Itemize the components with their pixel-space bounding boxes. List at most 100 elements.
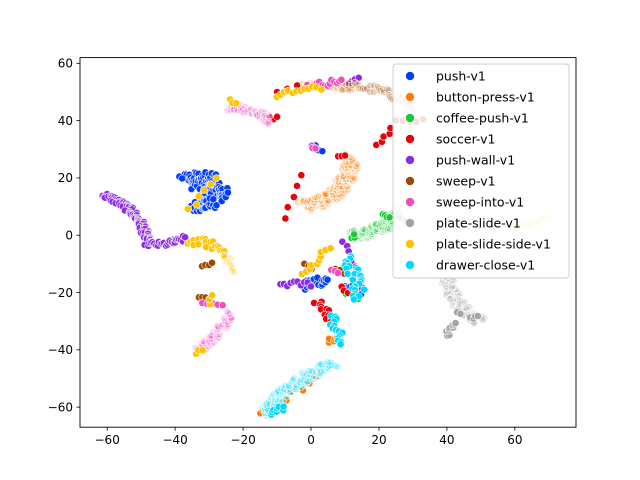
- data-point: [279, 402, 288, 411]
- axes-frame: [79, 57, 577, 428]
- legend-marker: [405, 197, 415, 207]
- legend-item: soccer-v1: [405, 132, 495, 147]
- data-point: [343, 269, 352, 278]
- data-point: [333, 363, 342, 371]
- legend-label: push-wall-v1: [436, 153, 515, 168]
- data-point: [212, 201, 221, 210]
- legend-item: plate-slide-v1: [405, 216, 521, 231]
- data-point: [218, 301, 227, 310]
- legend-label: coffee-push-v1: [436, 111, 529, 126]
- data-point: [230, 268, 239, 276]
- data-point: [350, 295, 358, 304]
- data-point: [208, 291, 217, 300]
- legend-label: button-press-v1: [436, 90, 535, 105]
- legend: push-v1 button-press-v1 coffee-push-v1 socc…: [392, 63, 570, 279]
- data-point: [357, 84, 365, 93]
- data-point: [192, 200, 201, 209]
- data-point: [228, 266, 236, 275]
- data-point: [297, 171, 306, 180]
- legend-label: drawer-close-v1: [436, 258, 535, 273]
- data-point: [326, 244, 335, 253]
- legend-label: sweep-into-v1: [436, 195, 524, 210]
- legend-item: push-v1: [405, 69, 486, 84]
- legend-item: button-press-v1: [405, 90, 535, 105]
- data-point: [208, 258, 216, 267]
- data-point: [348, 275, 357, 284]
- data-point: [206, 180, 215, 189]
- y-tick-label: 20: [58, 171, 73, 185]
- data-point: [264, 120, 273, 129]
- legend-item: sweep-v1: [405, 174, 496, 189]
- series-push-wall-v1: [98, 73, 363, 291]
- data-point: [447, 292, 456, 301]
- data-point: [366, 81, 375, 90]
- data-point: [303, 196, 312, 205]
- data-point: [311, 144, 320, 153]
- legend-marker: [405, 71, 415, 81]
- legend-label: soccer-v1: [436, 132, 495, 147]
- legend-label: plate-slide-v1: [436, 216, 521, 231]
- data-point: [323, 358, 332, 367]
- data-point: [322, 190, 331, 199]
- data-point: [183, 205, 192, 213]
- data-point: [198, 346, 207, 355]
- data-point: [350, 230, 359, 239]
- data-point: [317, 85, 326, 94]
- data-point: [336, 340, 345, 349]
- data-point: [385, 213, 394, 222]
- x-tick-label: 40: [439, 433, 454, 447]
- data-point: [224, 188, 232, 197]
- data-point: [456, 309, 465, 318]
- legend-label: plate-slide-side-v1: [436, 237, 551, 252]
- legend-item: sweep-into-v1: [405, 195, 524, 210]
- x-tick-label: −40: [162, 433, 187, 447]
- x-tick-label: 60: [507, 433, 522, 447]
- data-point: [348, 155, 357, 164]
- legend-box: [392, 63, 570, 279]
- data-point: [338, 85, 347, 94]
- data-point: [283, 203, 292, 212]
- x-tick-label: −20: [230, 433, 255, 447]
- data-point: [200, 186, 208, 194]
- legend-items: push-v1 button-press-v1 coffee-push-v1 socc…: [405, 69, 551, 273]
- data-point: [293, 182, 301, 190]
- y-tick-label: −40: [48, 343, 73, 357]
- data-point: [341, 151, 349, 160]
- data-point: [341, 187, 350, 196]
- data-point: [354, 80, 363, 89]
- legend-marker: [405, 113, 415, 123]
- x-axis: −60 −40 −20 0 20 40 60: [95, 427, 522, 447]
- data-point: [338, 237, 347, 246]
- data-point: [178, 174, 187, 183]
- data-point: [337, 75, 346, 84]
- data-point: [209, 195, 218, 204]
- legend-marker: [405, 134, 415, 144]
- y-tick-label: 40: [58, 114, 73, 128]
- x-tick-label: −60: [95, 433, 120, 447]
- data-point: [304, 367, 313, 375]
- data-point: [225, 310, 234, 318]
- legend-marker: [405, 155, 415, 165]
- data-point: [294, 198, 302, 207]
- data-point: [289, 193, 298, 201]
- data-point: [365, 88, 374, 96]
- data-point: [323, 275, 332, 284]
- data-point: [281, 214, 290, 223]
- data-point: [223, 307, 232, 316]
- data-point: [282, 392, 291, 401]
- data-point: [194, 192, 203, 201]
- legend-marker: [405, 239, 415, 249]
- legend-item: push-wall-v1: [405, 153, 515, 168]
- y-tick-label: −60: [48, 400, 73, 414]
- data-point: [331, 361, 339, 370]
- x-tick-label: 0: [307, 433, 315, 447]
- data-point: [451, 319, 460, 327]
- data-point: [349, 173, 358, 182]
- legend-label: push-v1: [436, 69, 486, 84]
- data-point: [377, 219, 385, 227]
- y-tick-label: 60: [58, 57, 73, 71]
- data-point: [473, 312, 482, 320]
- legend-label: sweep-v1: [436, 174, 496, 189]
- data-point: [232, 99, 241, 108]
